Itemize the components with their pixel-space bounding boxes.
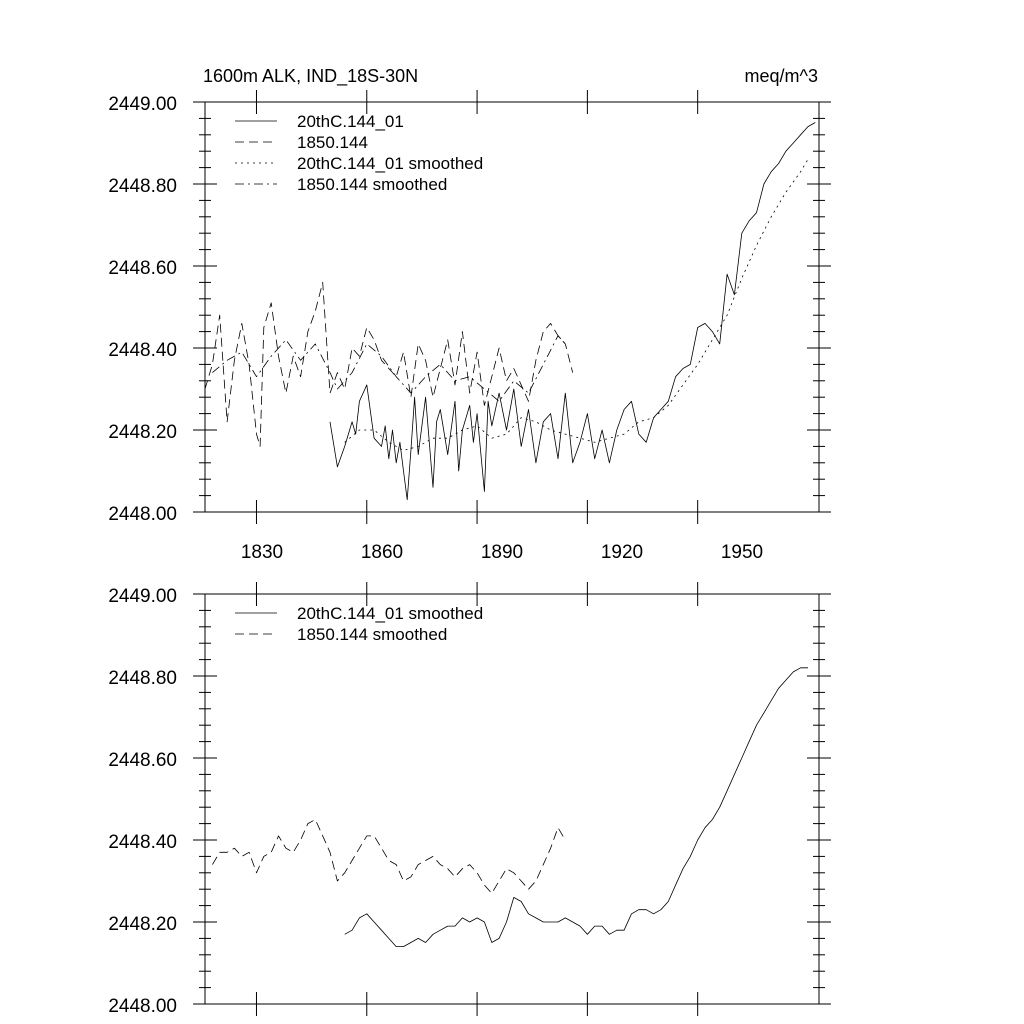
top-series-group — [204, 122, 816, 501]
bottom-ytick-label: 2448.40 — [108, 832, 177, 853]
bottom-ytick-label: 2448.80 — [108, 668, 177, 689]
bottom-ytick-label: 2449.00 — [108, 586, 177, 607]
top-xtick-label: 1830 — [241, 542, 283, 563]
top-xtick-label: 1950 — [721, 542, 763, 563]
top-ytick-label: 2448.20 — [108, 422, 177, 443]
bottom-panel: 2449.00 2448.80 2448.60 2448.40 2448.20 … — [108, 582, 831, 1017]
top-axis-ticks — [193, 90, 831, 524]
top-ytick-label: 2448.80 — [108, 176, 177, 197]
bottom-series-line — [212, 819, 566, 894]
legend-label: 20thC.144_01 smoothed — [297, 604, 483, 623]
bottom-ytick-label: 2448.00 — [108, 996, 177, 1017]
bottom-series-group — [212, 667, 808, 947]
top-plot-frame — [204, 101, 820, 513]
top-ytick-label: 2449.00 — [108, 94, 177, 115]
top-series-line — [329, 122, 816, 501]
top-xtick-label: 1890 — [481, 542, 523, 563]
legend-label: 1850.144 smoothed — [297, 175, 447, 194]
legend-label: 20thC.144_01 — [297, 112, 404, 131]
bottom-ytick-label: 2448.20 — [108, 914, 177, 935]
top-series-line — [204, 281, 574, 447]
legend-label: 1850.144 — [297, 133, 368, 152]
top-panel-title: 1600m ALK, IND_18S-30N — [203, 66, 418, 87]
top-series-line — [344, 159, 809, 451]
top-panel: 1600m ALK, IND_18S-30N meq/m^3 2449.00 2… — [108, 66, 831, 563]
top-panel-units: meq/m^3 — [745, 66, 818, 86]
bottom-series-line — [344, 667, 808, 947]
top-xtick-label: 1860 — [361, 542, 403, 563]
top-legend: 20thC.144_01 1850.144 20thC.144_01 smoot… — [235, 112, 483, 194]
legend-label: 20thC.144_01 smoothed — [297, 154, 483, 173]
top-ytick-label: 2448.60 — [108, 258, 177, 279]
bottom-plot-frame — [204, 593, 820, 1005]
bottom-axis-ticks — [193, 582, 831, 1016]
top-ytick-label: 2448.00 — [108, 504, 177, 525]
top-xtick-label: 1920 — [601, 542, 643, 563]
bottom-legend: 20thC.144_01 smoothed 1850.144 smoothed — [235, 604, 483, 644]
legend-label: 1850.144 smoothed — [297, 625, 447, 644]
bottom-ytick-label: 2448.60 — [108, 750, 177, 771]
top-ytick-label: 2448.40 — [108, 340, 177, 361]
